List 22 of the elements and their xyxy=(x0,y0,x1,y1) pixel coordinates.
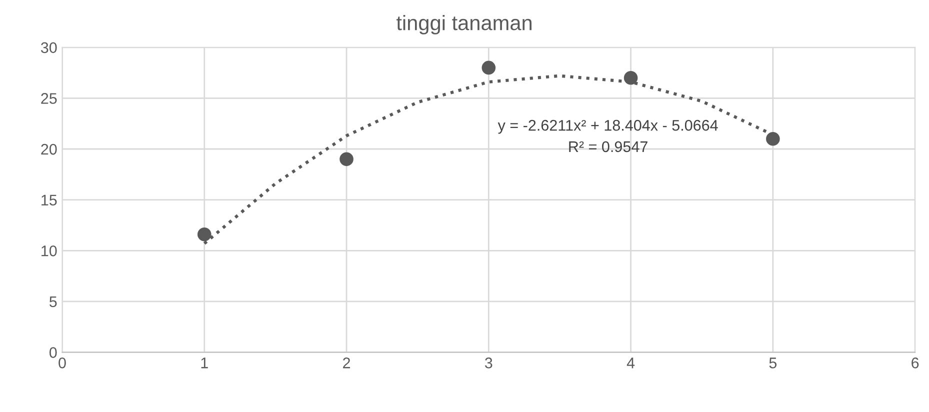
x-tick-label: 6 xyxy=(912,358,919,368)
x-tick-label: 5 xyxy=(769,358,777,368)
annotation: R² = 0.9547 xyxy=(569,141,648,152)
point xyxy=(197,227,212,242)
point xyxy=(624,70,638,85)
y-tick-label: 10 xyxy=(42,246,57,256)
y-tick-label: 20 xyxy=(41,144,57,155)
x-tick-label: 3 xyxy=(484,358,492,368)
y-tick-label: 25 xyxy=(41,93,57,104)
y-tick-label: 5 xyxy=(49,296,57,308)
y-tick-label: 30 xyxy=(40,42,57,54)
x-tick-label: 0 xyxy=(58,358,66,368)
annotation: y = -2.6211x² + 18.404x - 5.0664 xyxy=(498,120,718,134)
x-tick-label: 4 xyxy=(626,358,635,368)
point xyxy=(482,60,496,75)
y-tick-label: 15 xyxy=(42,194,57,206)
point xyxy=(340,152,354,166)
x-tick-label: 2 xyxy=(343,358,350,368)
y-tick-label: 0 xyxy=(49,347,57,358)
chart-title: tinggi tanaman xyxy=(396,15,532,34)
x-tick-label: 1 xyxy=(201,358,208,368)
point xyxy=(766,132,780,146)
